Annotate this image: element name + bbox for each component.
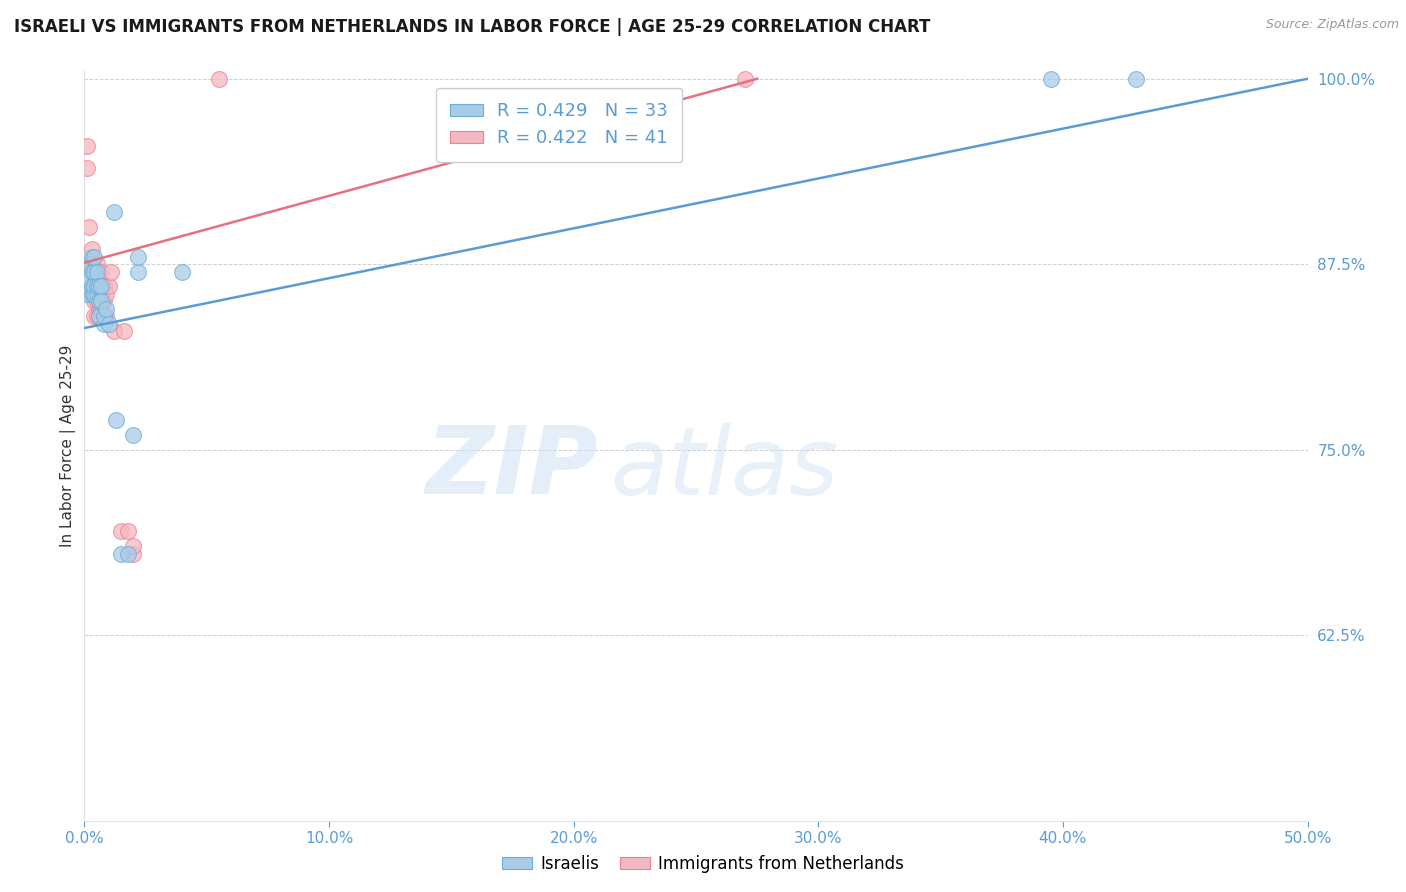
Point <box>127 250 149 264</box>
Point <box>80 265 103 279</box>
Point <box>734 71 756 86</box>
Point <box>87 287 110 301</box>
Point <box>110 524 132 539</box>
Point <box>93 309 115 323</box>
Point <box>122 428 145 442</box>
Point <box>83 279 105 293</box>
Point <box>110 547 132 561</box>
Text: ZIP: ZIP <box>425 423 598 515</box>
Point <box>90 287 112 301</box>
Point <box>93 317 115 331</box>
Point <box>76 287 98 301</box>
Point <box>80 287 103 301</box>
Point <box>103 205 125 219</box>
Point <box>87 309 110 323</box>
Point <box>83 287 105 301</box>
Point <box>77 220 100 235</box>
Point <box>80 279 103 293</box>
Point <box>93 294 115 309</box>
Point <box>93 279 115 293</box>
Legend: R = 0.429   N = 33, R = 0.422   N = 41: R = 0.429 N = 33, R = 0.422 N = 41 <box>436 88 682 161</box>
Point <box>87 272 110 286</box>
Point <box>86 279 108 293</box>
Point <box>127 265 149 279</box>
Point <box>112 324 135 338</box>
Point <box>83 265 105 279</box>
Point <box>80 279 103 293</box>
Point <box>77 257 100 271</box>
Point <box>96 301 118 316</box>
Point <box>83 265 105 279</box>
Point <box>90 294 112 309</box>
Point <box>86 265 108 279</box>
Point <box>83 287 105 301</box>
Point <box>122 547 145 561</box>
Y-axis label: In Labor Force | Age 25-29: In Labor Force | Age 25-29 <box>60 345 76 547</box>
Point <box>96 309 118 323</box>
Point <box>86 294 108 309</box>
Point <box>83 294 105 309</box>
Point <box>86 257 108 271</box>
Point <box>1125 71 1147 86</box>
Point <box>83 309 105 323</box>
Point <box>80 250 103 264</box>
Text: atlas: atlas <box>610 423 838 514</box>
Point <box>117 547 139 561</box>
Point <box>122 539 145 553</box>
Point <box>83 250 105 264</box>
Point <box>86 279 108 293</box>
Point <box>86 287 108 301</box>
Point <box>80 257 103 271</box>
Text: ISRAELI VS IMMIGRANTS FROM NETHERLANDS IN LABOR FORCE | AGE 25-29 CORRELATION CH: ISRAELI VS IMMIGRANTS FROM NETHERLANDS I… <box>14 18 931 36</box>
Point <box>80 265 103 279</box>
Point <box>77 257 100 271</box>
Point <box>86 287 108 301</box>
Point <box>87 294 110 309</box>
Point <box>87 279 110 293</box>
Point <box>86 309 108 323</box>
Point <box>93 309 115 323</box>
Point <box>96 287 118 301</box>
Point <box>97 317 120 331</box>
Point <box>87 301 110 316</box>
Point <box>90 279 112 293</box>
Point <box>172 265 194 279</box>
Legend: Israelis, Immigrants from Netherlands: Israelis, Immigrants from Netherlands <box>496 848 910 880</box>
Point <box>87 309 110 323</box>
Point <box>90 301 112 316</box>
Point <box>100 265 122 279</box>
Point <box>76 138 98 153</box>
Point <box>76 161 98 175</box>
Point <box>1039 71 1062 86</box>
Point <box>103 324 125 338</box>
Point <box>77 272 100 286</box>
Point <box>80 287 103 301</box>
Point <box>117 524 139 539</box>
Point <box>90 265 112 279</box>
Point <box>80 243 103 257</box>
Point <box>97 279 120 293</box>
Point <box>105 413 128 427</box>
Point <box>208 71 231 86</box>
Point <box>83 279 105 293</box>
Text: Source: ZipAtlas.com: Source: ZipAtlas.com <box>1265 18 1399 31</box>
